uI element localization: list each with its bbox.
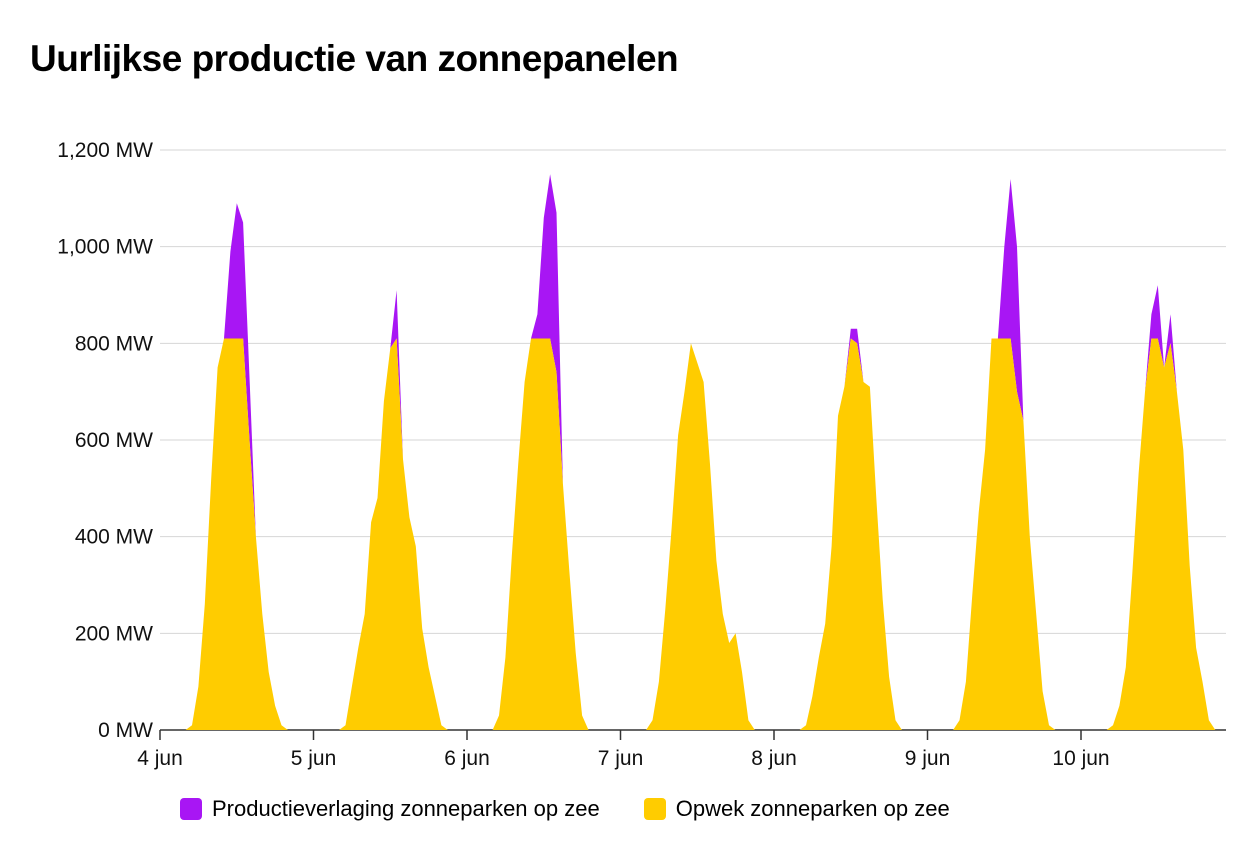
- x-tick-label: 6 jun: [444, 747, 490, 770]
- x-tick-label: 5 jun: [291, 747, 337, 770]
- area-production-day-1[interactable]: [185, 338, 301, 731]
- area-production-day-5[interactable]: [799, 338, 915, 731]
- legend: Productieverlaging zonneparken op zee Op…: [180, 796, 950, 822]
- y-tick-label: 400 MW: [75, 526, 153, 549]
- x-tick-label: 7 jun: [598, 747, 644, 770]
- y-tick-label: 800 MW: [75, 332, 153, 355]
- x-tick-label: 10 jun: [1052, 747, 1109, 770]
- area-production-day-2[interactable]: [339, 338, 455, 731]
- area-reduction-day-1[interactable]: [185, 203, 301, 730]
- chart-title: Uurlijkse productie van zonnepanelen: [30, 38, 679, 79]
- area-reduction-day-6[interactable]: [953, 179, 1069, 730]
- area-production-day-6[interactable]: [953, 338, 1069, 731]
- area-production-day-4[interactable]: [646, 343, 762, 730]
- area-reduction-day-3[interactable]: [492, 174, 608, 730]
- series-areas: [185, 174, 1222, 731]
- legend-label-production: Opwek zonneparken op zee: [675, 796, 950, 821]
- x-tick-label: 4 jun: [137, 747, 183, 770]
- area-production-day-7[interactable]: [1106, 338, 1222, 731]
- y-tick-label: 200 MW: [75, 622, 153, 645]
- legend-swatch-production: [643, 798, 666, 820]
- x-tick-label: 8 jun: [751, 747, 797, 770]
- axes: 0 MW 200 MW 400 MW 600 MW 800 MW 1,000 MW 1,20…: [57, 139, 1109, 770]
- x-tick-label: 9 jun: [905, 747, 951, 770]
- legend-swatch-reduction: [180, 798, 202, 820]
- legend-item-production[interactable]: Opwek zonneparken op zee: [643, 796, 950, 822]
- y-tick-label: 1,200 MW: [57, 139, 153, 162]
- y-tick-label: 1,000 MW: [57, 236, 153, 259]
- y-tick-label: 0 MW: [98, 719, 153, 742]
- legend-item-reduction[interactable]: Productieverlaging zonneparken op zee: [180, 796, 600, 822]
- area-production-day-3[interactable]: [492, 338, 608, 731]
- y-tick-label: 600 MW: [75, 429, 153, 452]
- area-chart: 0 MW 200 MW 400 MW 600 MW 800 MW 1,000 MW 1,20…: [57, 139, 1226, 770]
- legend-label-reduction: Productieverlaging zonneparken op zee: [212, 796, 600, 821]
